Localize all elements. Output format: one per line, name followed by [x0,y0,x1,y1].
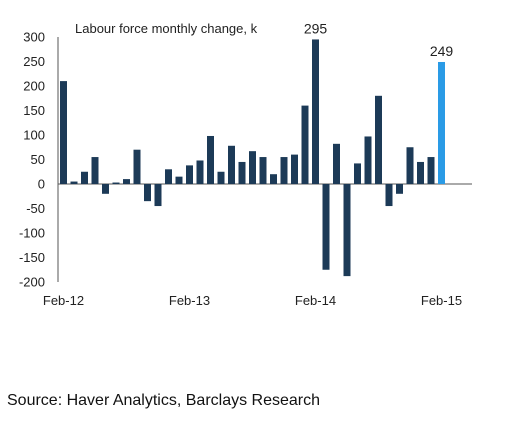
bar [301,105,309,184]
y-tick-label: -150 [19,250,45,265]
y-tick-label: 150 [23,103,45,118]
x-tick-label: Feb-14 [295,293,336,308]
bar [102,184,109,194]
bar [112,182,120,184]
bar [291,154,298,184]
y-tick-label: -50 [26,201,45,216]
bar [406,147,414,184]
y-tick-label: 50 [31,152,45,167]
y-tick-label: -100 [19,226,45,241]
bar [175,176,183,184]
bar [165,169,172,184]
bar [133,149,141,184]
bar [396,184,403,194]
bar [364,136,372,184]
x-tick-label: Feb-13 [169,293,210,308]
bar [417,161,424,184]
bar [427,157,435,184]
bar [280,157,288,184]
bar [259,157,267,184]
bar [81,171,88,184]
bar-value-label: 249 [430,43,454,59]
bar [385,184,393,207]
bar [238,161,246,184]
y-tick-label: 0 [38,177,45,192]
y-axis: 300 250 200 150 100 50 0 -50 -100 -150 -200 [19,30,45,290]
source-note: Source: Haver Analytics, Barclays Resear… [7,392,321,409]
bar [217,171,225,184]
bar [91,157,99,184]
bar-highlighted [438,61,445,184]
x-tick-label: Feb-12 [43,293,84,308]
bar [60,81,67,184]
bar [154,184,162,207]
bar [207,135,214,184]
bar [196,160,204,184]
bar [322,184,330,270]
x-tick-label: Feb-15 [421,293,462,308]
bar-chart: Labour force monthly change, k 300 250 200… [19,20,472,308]
y-tick-label: 300 [23,30,45,45]
bar-series [60,39,445,277]
y-tick-label: 200 [23,79,45,94]
bar [249,151,256,184]
y-tick-label: 250 [23,54,45,69]
bar [70,181,78,184]
bar [144,184,151,202]
data-labels: 295 249 [304,20,454,59]
chart-title: Labour force monthly change, k [75,21,258,36]
y-tick-label: 100 [23,128,45,143]
bar [354,163,361,184]
bar [270,174,277,184]
bar [312,39,319,185]
bar [333,143,340,184]
bar [228,145,235,184]
bar [375,95,382,184]
bar-value-label: 295 [304,20,328,36]
x-axis: Feb-12 Feb-13 Feb-14 Feb-15 [43,293,462,308]
y-tick-label: -200 [19,275,45,290]
bar [123,179,130,184]
bar [343,184,351,277]
bar [186,165,193,184]
